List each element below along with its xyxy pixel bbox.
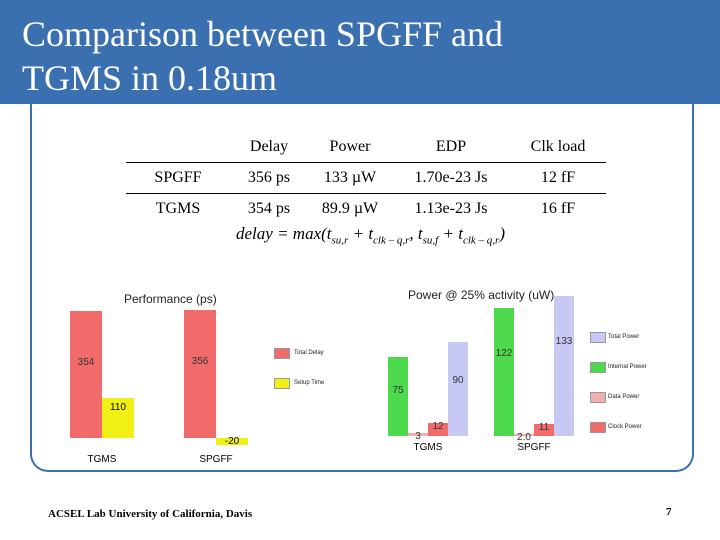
formula-subscript: clk – q,r (373, 234, 410, 247)
footer-text: ACSEL Lab University of California, Davi… (48, 508, 253, 520)
legend-swatch (590, 362, 606, 373)
legend-swatch (590, 392, 606, 403)
table-header-cell (126, 132, 230, 163)
bar-internal-power (388, 357, 408, 436)
bar-total-power (448, 341, 468, 436)
data-label: 3 (415, 430, 421, 442)
formula-subscript: su,f (422, 234, 439, 247)
table-header-row: Delay Power EDP Clk load (126, 132, 606, 163)
legend-label: Data Power (608, 394, 640, 400)
table-cell: 354 ps (247, 200, 291, 217)
data-label: 11 (538, 422, 550, 434)
bar-clock-power (428, 423, 448, 436)
table-cell: TGMS (155, 200, 201, 217)
formula-close: ) (499, 224, 505, 243)
table-cell: 1.70e-23 Js (392, 162, 510, 194)
category-label: TGMS (87, 454, 117, 465)
legend-label: Clock Power (608, 424, 642, 430)
title-line-2: TGMS in 0.18um (22, 58, 278, 98)
formula-subscript: clk – q,r (462, 234, 500, 247)
delay-formula: delay = max(tsu,r + tclk – q,r, tsu,f + … (236, 224, 505, 247)
table-row: TGMS 354 ps 89.9 µW 1.13e-23 Js 16 fF (126, 194, 606, 225)
table-header-cell: Power (308, 132, 392, 163)
legend-swatch (590, 422, 606, 433)
title-bar (0, 0, 720, 104)
data-label: -20 (224, 436, 240, 447)
data-label: 356 (191, 355, 209, 367)
bar-setup-time (216, 438, 248, 446)
table-cell: 89.9 µW (321, 200, 379, 217)
data-label: 122 (495, 347, 513, 359)
table-header-cell: Delay (230, 132, 308, 163)
table-header-cell: Clk load (510, 132, 606, 163)
data-label: 354 (77, 356, 95, 368)
formula-term: t (417, 224, 423, 243)
legend-label: Total Power (608, 334, 640, 340)
category-label: TGMS (413, 442, 443, 453)
table-cell: 16 fF (540, 200, 576, 217)
legend-label: Internal Power (608, 364, 647, 370)
title-line-1: Comparison between SPGFF and (22, 14, 503, 54)
legend-label: Setup Time (294, 380, 325, 386)
formula-term: t (326, 224, 332, 243)
chart-title: Performance (ps) (124, 292, 217, 306)
comparison-table: Delay Power EDP Clk load SPGFF 356 ps 13… (126, 132, 606, 224)
formula-term: t (368, 224, 374, 243)
table-cell: 1.13e-23 Js (414, 200, 488, 217)
slide-frame (30, 104, 694, 472)
chart-title: Power @ 25% activity (uW) (408, 288, 555, 302)
data-label: 90 (452, 374, 464, 386)
legend-swatch (590, 332, 606, 343)
formula-term: t (458, 224, 463, 243)
performance-chart: Performance (ps) 354 110 TGMS 356 -20 SPGFF To… (60, 288, 370, 478)
bar-data-power (514, 433, 534, 436)
table-cell: 356 ps (230, 162, 308, 194)
bar-internal-power (494, 307, 514, 436)
legend-swatch (274, 378, 290, 389)
formula-subscript: su,r (331, 234, 349, 247)
bar-total-delay (70, 310, 102, 438)
table-header-cell: EDP (392, 132, 510, 163)
legend-swatch (274, 348, 290, 359)
table-row: SPGFF 356 ps 133 µW 1.70e-23 Js 12 fF (126, 162, 606, 194)
bar-total-power (554, 296, 574, 436)
slide-title: Comparison between SPGFF and TGMS in 0.1… (22, 12, 503, 100)
table-cell: 133 µW (308, 162, 392, 194)
formula-lhs: delay = max( (236, 224, 327, 243)
legend-label: Total Delay (294, 350, 324, 356)
data-label: 2.0 (517, 431, 531, 443)
bar-total-delay (184, 309, 216, 438)
category-label: SPGFF (517, 442, 551, 453)
page-number: 7 (666, 506, 672, 518)
power-chart: Power @ 25% activity (uW) 75 3 12 90 TGMS 122… (380, 286, 680, 476)
data-label: 133 (555, 336, 573, 348)
table-cell: SPGFF (126, 162, 230, 194)
category-label: SPGFF (199, 454, 233, 465)
table-cell: 12 fF (510, 162, 606, 194)
data-label: 12 (432, 421, 444, 433)
bar-data-power (408, 432, 428, 436)
data-label: 75 (392, 384, 404, 396)
bar-clock-power (534, 424, 554, 436)
data-label: 110 (110, 402, 126, 414)
bar-setup-time (102, 398, 134, 438)
